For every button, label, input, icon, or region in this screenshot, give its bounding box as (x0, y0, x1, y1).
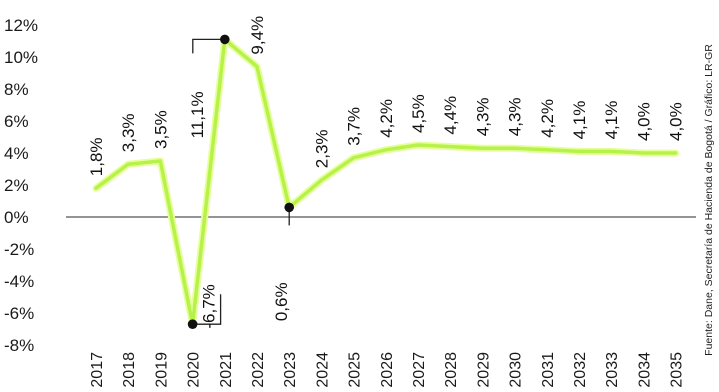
x-tick-label: 2017 (89, 352, 106, 388)
highlight-points (187, 34, 295, 330)
data-label: 4,2% (538, 99, 557, 138)
x-tick-label: 2035 (669, 352, 686, 388)
y-tick-label: 2% (4, 176, 29, 195)
highlight-point (220, 34, 230, 45)
data-label: 4,1% (570, 101, 589, 140)
y-tick-label: -2% (4, 240, 34, 259)
data-label: 4,3% (473, 97, 492, 136)
highlight-point (187, 319, 198, 330)
data-label: 4,0% (667, 102, 686, 141)
x-tick-label: 2033 (604, 352, 621, 388)
data-label: -6,7% (200, 284, 219, 328)
data-label: 4,2% (377, 99, 396, 138)
source-note: Fuente: Dane, Secretaría de Hacienda de … (703, 44, 715, 356)
leader-line (192, 38, 225, 54)
y-tick-label: -8% (4, 336, 34, 355)
data-label: 4,5% (409, 94, 428, 133)
x-tick-label: 2028 (443, 352, 460, 388)
y-tick-label: 4% (4, 144, 29, 163)
series-line (94, 37, 678, 326)
y-tick-label: 12% (4, 16, 38, 35)
data-label: 4,3% (506, 97, 525, 136)
data-label: 3,5% (151, 110, 170, 149)
y-tick-label: 10% (4, 48, 38, 67)
x-tick-label: 2031 (540, 352, 557, 388)
data-labels: 1,8% 3,3% 3,5% -6,7% 11,1% 9,4% 0,6% 2,3% 3,7% 4,… (87, 16, 686, 329)
x-tick-label: 2018 (121, 352, 138, 388)
x-tick-label: 2029 (475, 352, 492, 388)
x-tick-label: 2032 (572, 352, 589, 388)
highlight-point (284, 202, 295, 213)
data-label: 3,3% (119, 113, 138, 152)
data-label: 2,3% (312, 129, 331, 168)
data-label: 0,6% (272, 282, 291, 321)
x-tick-label: 2020 (186, 352, 203, 388)
x-tick-label: 2022 (250, 352, 267, 388)
data-label: 4,0% (634, 102, 653, 141)
x-tick-label: 2030 (508, 352, 525, 388)
y-tick-label: -6% (4, 304, 34, 323)
y-tick-label: 0% (4, 208, 29, 227)
x-axis-tick-labels: 2017 2018 2019 2020 2021 2022 2023 2024 2025 2026… (89, 352, 686, 388)
x-tick-label: 2019 (153, 352, 170, 388)
x-tick-label: 2034 (636, 352, 653, 388)
x-tick-label: 2026 (379, 352, 396, 388)
data-label: 4,1% (602, 101, 621, 140)
x-tick-label: 2025 (347, 352, 364, 388)
y-tick-label: 6% (4, 112, 29, 131)
y-axis-tick-labels: 12% 10% 8% 6% 4% 2% 0% -2% -4% -6% -8% (4, 16, 38, 355)
x-tick-label: 2024 (314, 352, 331, 388)
data-label: 4,4% (441, 96, 460, 135)
data-label: 3,7% (345, 107, 364, 146)
x-tick-label: 2027 (411, 352, 428, 388)
data-label: 1,8% (87, 137, 106, 176)
x-tick-label: 2023 (282, 352, 299, 388)
y-tick-label: 8% (4, 80, 29, 99)
x-tick-label: 2021 (218, 352, 235, 388)
data-label: 11,1% (188, 91, 207, 138)
data-label: 9,4% (248, 16, 267, 55)
y-tick-label: -4% (4, 272, 34, 291)
leader-line (192, 294, 222, 325)
